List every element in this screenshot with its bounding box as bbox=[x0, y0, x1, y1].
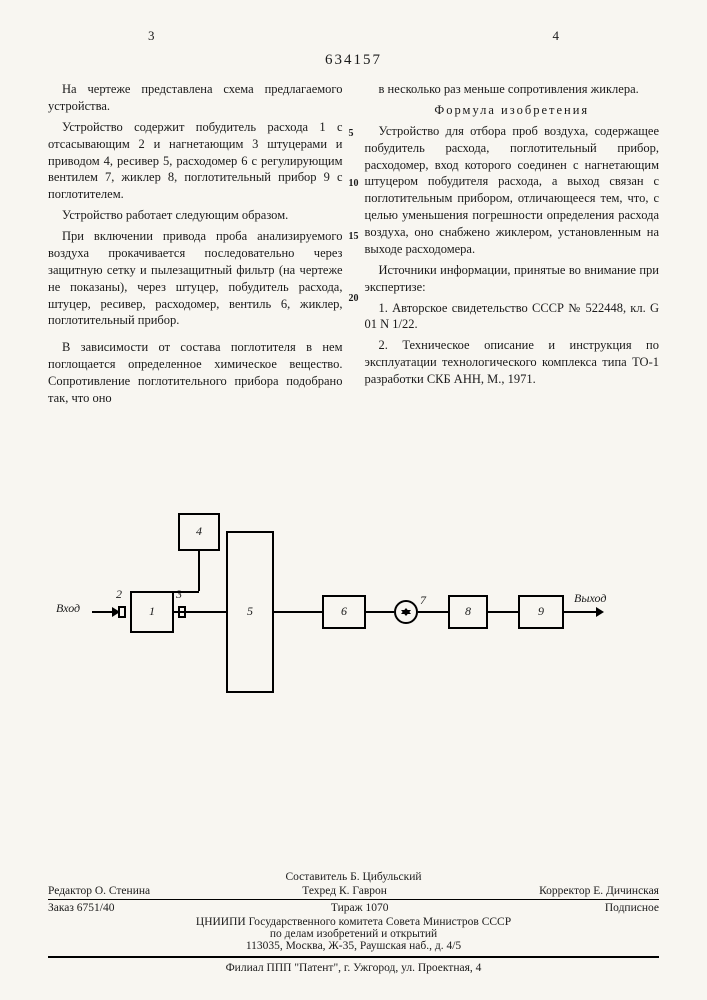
paragraph: Источники информации, принятые во вниман… bbox=[365, 262, 660, 296]
paragraph: Устройство содержит побудитель расхода 1… bbox=[48, 119, 343, 203]
print-row: Заказ 6751/40 Тираж 1070 Подписное bbox=[48, 902, 659, 914]
footer: Составитель Б. Цибульский Редактор О. Ст… bbox=[48, 871, 659, 974]
org-line-1: ЦНИИПИ Государственного комитета Совета … bbox=[48, 916, 659, 928]
podpisnoe: Подписное bbox=[605, 902, 659, 914]
patent-number: 634157 bbox=[48, 52, 659, 69]
node-text: 8 bbox=[465, 604, 471, 619]
page-num-right: 4 bbox=[553, 28, 560, 44]
divider bbox=[48, 899, 659, 900]
node-5: 5 bbox=[226, 531, 274, 693]
roles-row: Редактор О. Стенина Техред К. Гаврон Кор… bbox=[48, 885, 659, 897]
paragraph: При включении привода проба анализируемо… bbox=[48, 228, 343, 329]
node-text: 6 bbox=[341, 604, 347, 619]
line-marker: 15 bbox=[349, 230, 359, 244]
output-label: Выход bbox=[574, 591, 606, 606]
left-column: На чертеже представлена схема предлагаем… bbox=[48, 81, 343, 411]
valve-7 bbox=[394, 600, 418, 624]
compiler-row: Составитель Б. Цибульский bbox=[48, 871, 659, 883]
connector-output bbox=[564, 611, 598, 613]
page: 3 4 634157 5 10 15 20 На чертеже предста… bbox=[0, 0, 707, 1000]
node-1: 1 bbox=[130, 591, 174, 633]
org-line-2: по делам изобретений и открытий bbox=[48, 928, 659, 940]
connector bbox=[366, 611, 394, 613]
line-marker: 20 bbox=[349, 292, 359, 306]
page-number-row: 3 4 bbox=[48, 28, 659, 44]
connector bbox=[92, 611, 114, 613]
node-text: 5 bbox=[247, 604, 253, 619]
connector bbox=[174, 611, 226, 613]
paragraph: На чертеже представлена схема предлагаем… bbox=[48, 81, 343, 115]
page-num-left: 3 bbox=[148, 28, 155, 44]
paragraph: Устройство для отбора проб воздуха, соде… bbox=[365, 123, 660, 258]
input-label: Вход bbox=[56, 601, 80, 616]
address: 113035, Москва, Ж-35, Раушская наб., д. … bbox=[48, 940, 659, 952]
node-text: 4 bbox=[196, 524, 202, 539]
port-2 bbox=[118, 606, 126, 618]
node-8: 8 bbox=[448, 595, 488, 629]
paragraph: 2. Техническое описание и инструкция по … bbox=[365, 337, 660, 388]
connector bbox=[152, 591, 199, 593]
node-label-7: 7 bbox=[420, 593, 426, 608]
text-columns: 5 10 15 20 На чертеже представлена схема… bbox=[48, 81, 659, 411]
order-num: Заказ 6751/40 bbox=[48, 902, 115, 914]
connector bbox=[274, 611, 322, 613]
paragraph: Устройство работает следующим образом. bbox=[48, 207, 343, 224]
right-column: в несколько раз меньше сопротивления жик… bbox=[365, 81, 660, 411]
node-text: 1 bbox=[149, 604, 155, 619]
line-number-gutter: 5 10 15 20 bbox=[349, 81, 359, 305]
node-label-3: 3 bbox=[176, 587, 182, 602]
node-4: 4 bbox=[178, 513, 220, 551]
paragraph: В зависимости от состава поглотителя в н… bbox=[48, 339, 343, 407]
paragraph: 1. Авторское свидетельство СССР № 522448… bbox=[365, 300, 660, 334]
node-label-2: 2 bbox=[116, 587, 122, 602]
line-marker: 5 bbox=[349, 127, 359, 141]
divider-thick bbox=[48, 956, 659, 958]
node-9: 9 bbox=[518, 595, 564, 629]
line-marker: 10 bbox=[349, 177, 359, 191]
tirazh: Тираж 1070 bbox=[331, 902, 389, 914]
compiler: Составитель Б. Цибульский bbox=[285, 871, 421, 883]
formula-title: Формула изобретения bbox=[365, 102, 660, 119]
block-diagram: Вход 2 1 3 4 5 6 7 bbox=[48, 471, 648, 731]
connector bbox=[488, 611, 518, 613]
connector bbox=[418, 611, 448, 613]
tech-editor: Техред К. Гаврон bbox=[302, 885, 387, 897]
editor: Редактор О. Стенина bbox=[48, 885, 150, 897]
paragraph: в несколько раз меньше сопротивления жик… bbox=[365, 81, 660, 98]
connector-4-to-1 bbox=[198, 551, 200, 591]
corrector: Корректор Е. Дичинская bbox=[539, 885, 659, 897]
node-6: 6 bbox=[322, 595, 366, 629]
filial: Филиал ППП "Патент", г. Ужгород, ул. Про… bbox=[48, 962, 659, 974]
node-text: 9 bbox=[538, 604, 544, 619]
